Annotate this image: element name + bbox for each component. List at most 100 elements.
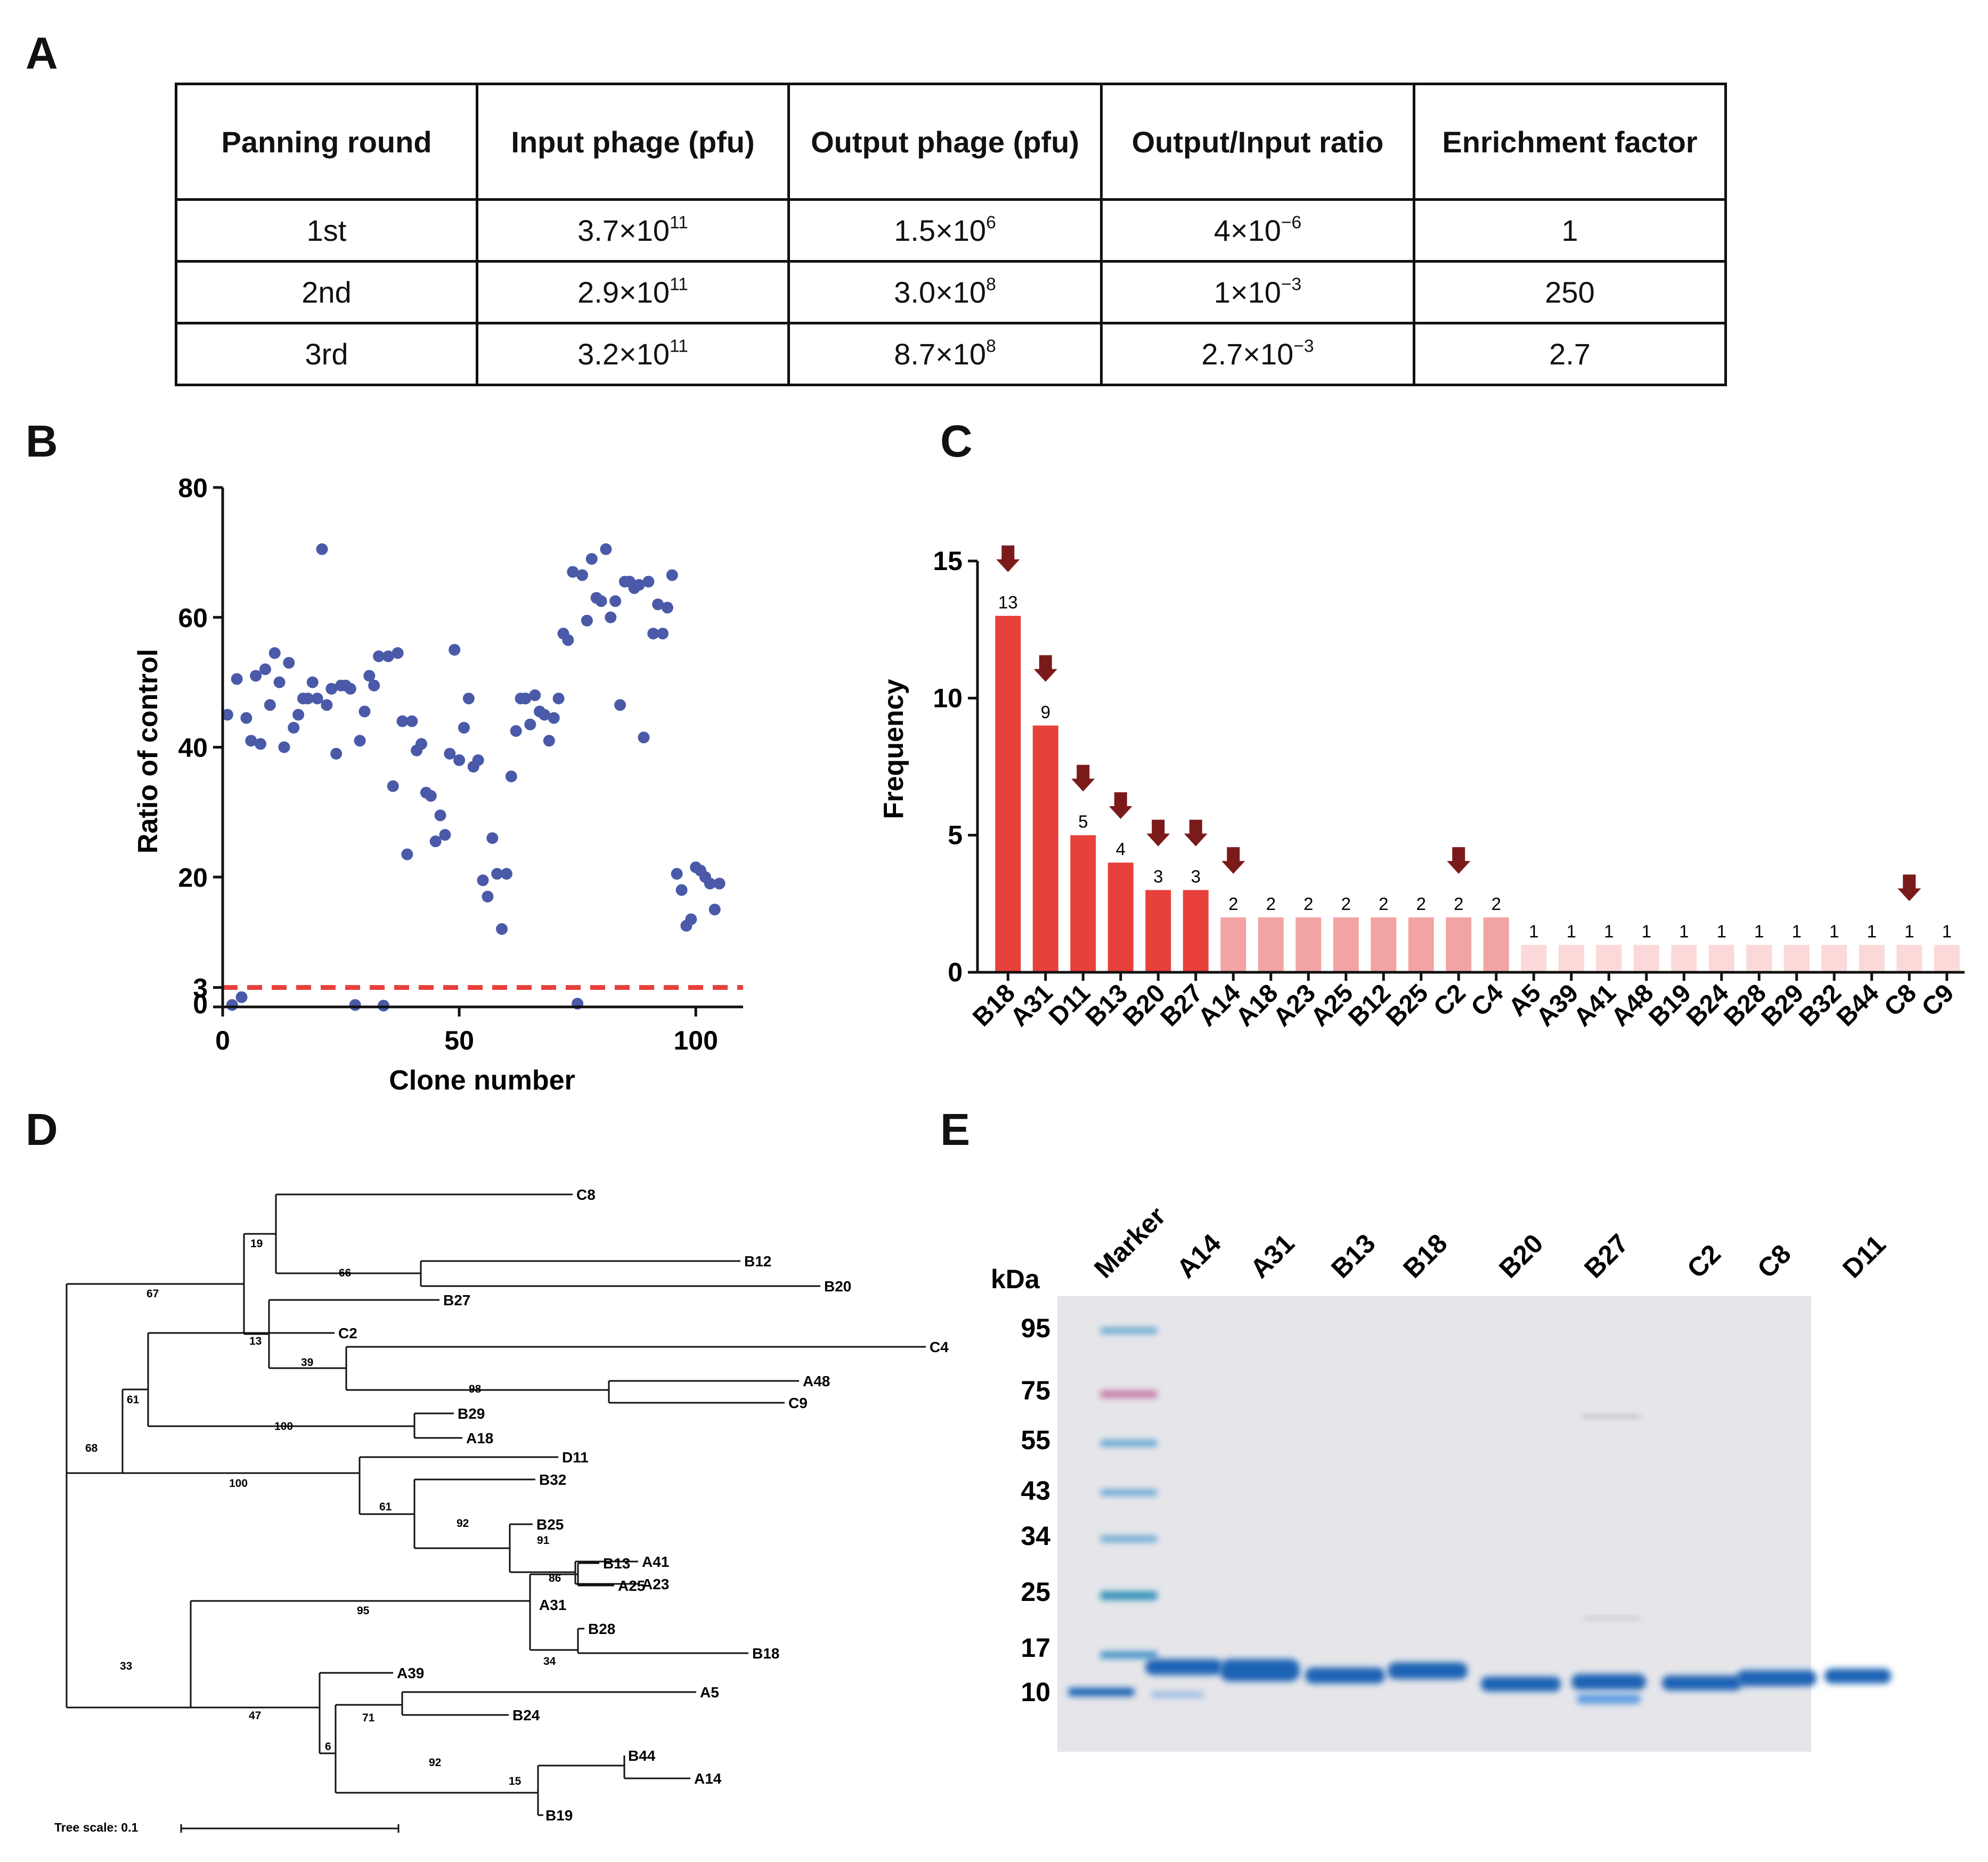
data-label: 1 <box>1529 922 1538 941</box>
x-tick-label: C8 <box>1879 979 1922 1022</box>
scatter-point <box>226 999 238 1011</box>
scatter-point <box>434 809 446 822</box>
x-tick-label: C4 <box>1466 979 1509 1022</box>
scatter-point <box>363 670 376 682</box>
lane-label: B18 <box>1397 1228 1453 1283</box>
scatter-point <box>449 644 461 656</box>
scatter-point <box>439 829 451 841</box>
scatter-point <box>354 735 366 747</box>
bootstrap-value: 92 <box>429 1757 441 1769</box>
cell-enrichment: 250 <box>1413 260 1727 324</box>
lane-label: C8 <box>1751 1239 1797 1284</box>
scatter-point <box>321 699 333 711</box>
cell-output: 8.7×108 <box>787 322 1103 386</box>
scatter-point <box>255 738 267 750</box>
scatter-point <box>240 712 252 724</box>
lane-label: B13 <box>1325 1228 1381 1283</box>
tree-leaf-label: B28 <box>588 1621 615 1637</box>
scatter-point <box>259 663 271 676</box>
cell-output-exp: 8 <box>986 274 996 295</box>
cell-output-base: 3.0×10 <box>894 275 987 309</box>
scatter-point <box>647 628 659 640</box>
y-ticks: 03 20 40 60 80 <box>178 473 223 1019</box>
scatter-point <box>264 699 276 711</box>
bootstrap-value: 91 <box>537 1534 550 1547</box>
scatter-point <box>330 747 343 760</box>
bar-B19 <box>1671 945 1697 972</box>
scatter-point <box>661 601 673 614</box>
scatter-point <box>600 543 612 555</box>
bootstrap-value: 100 <box>274 1420 293 1433</box>
scatter-point <box>268 647 281 659</box>
bar-B24 <box>1708 945 1734 972</box>
x-axis-label: Clone number <box>389 1065 575 1096</box>
scatter-point <box>278 741 290 753</box>
x-tick-label: C9 <box>1917 979 1960 1022</box>
sample-band <box>1481 1677 1561 1692</box>
scatter-point <box>250 670 262 682</box>
data-label: 2 <box>1416 894 1426 914</box>
y-axis-label: Frequency <box>878 679 909 819</box>
col-header-enrichment: Enrichment factor <box>1413 83 1727 201</box>
scatter-point <box>472 754 484 766</box>
data-label: 1 <box>1942 922 1952 941</box>
bar-chart: 13 9 5 4 3 3 2 2 2 2 2 2 2 2 1 1 1 1 1 1 1 1 1 1 1 1 0 5 10 15 B18A3… <box>878 545 1965 1032</box>
scatter-point <box>401 848 413 860</box>
data-label: 2 <box>1492 894 1501 914</box>
tree-leaf-label: C9 <box>788 1395 808 1411</box>
kda-label: 43 <box>1021 1476 1050 1506</box>
scatter-point <box>505 770 517 783</box>
data-label: 2 <box>1303 894 1313 914</box>
bootstrap-value: 92 <box>457 1517 469 1530</box>
y-tick-label: 20 <box>178 863 208 892</box>
arrow-marker <box>1033 655 1057 682</box>
bar-B28 <box>1746 945 1772 972</box>
bootstrap-value: 19 <box>250 1238 263 1250</box>
scatter-point <box>552 693 565 705</box>
scatter-point <box>496 923 508 935</box>
scatter-point <box>444 747 456 760</box>
scatter-point <box>510 725 522 737</box>
marker-band <box>1100 1490 1158 1495</box>
scatter-point <box>311 693 323 705</box>
scatter-point <box>273 676 286 688</box>
cell-ratio: 1×10−3 <box>1100 260 1415 324</box>
lane-label: A14 <box>1171 1228 1227 1284</box>
scatter-point <box>671 868 683 880</box>
tree-leaf-labels: C8 B12 B20 B27 C4 A48 C9 C2 B29 A18 D11 … <box>338 1186 949 1824</box>
cell-output-base: 1.5×10 <box>894 214 987 247</box>
tree-leaf-label: B18 <box>752 1645 779 1662</box>
scatter-point <box>652 598 664 611</box>
tree-leaf-label: A14 <box>694 1770 722 1787</box>
bootstrap-value: 61 <box>127 1394 140 1406</box>
scatter-point <box>396 715 409 727</box>
arrow-marker <box>1071 765 1095 792</box>
cell-ratio-base: 2.7×10 <box>1201 337 1294 371</box>
bar-A48 <box>1633 945 1659 972</box>
scatter-point <box>605 611 617 623</box>
bootstrap-value: 15 <box>509 1775 522 1787</box>
cell-ratio: 2.7×10−3 <box>1100 322 1415 386</box>
data-label: 2 <box>1379 894 1388 914</box>
scatter-point <box>458 721 470 734</box>
data-label: 3 <box>1153 867 1163 887</box>
bar-C4 <box>1483 917 1509 972</box>
cell-input-exp: 11 <box>669 274 688 295</box>
tree-leaf-label: A23 <box>642 1576 669 1592</box>
y-tick-label: 15 <box>933 546 963 576</box>
cell-ratio: 4×10−6 <box>1100 198 1415 263</box>
scatter-points <box>221 543 726 1012</box>
scatter-point <box>708 904 721 916</box>
scatter-point <box>429 835 442 848</box>
marker-band <box>1100 1328 1158 1334</box>
scatter-point <box>576 569 589 581</box>
tree-leaf-label: C8 <box>576 1186 596 1203</box>
cell-round: 2nd <box>175 260 478 324</box>
lane-label: B20 <box>1493 1228 1549 1283</box>
bar-B27 <box>1183 890 1209 972</box>
scatter-point <box>344 682 356 695</box>
bar-B12 <box>1371 917 1397 972</box>
marker-band <box>1068 1688 1135 1696</box>
data-label: 2 <box>1454 894 1463 914</box>
scatter-point <box>543 735 555 747</box>
